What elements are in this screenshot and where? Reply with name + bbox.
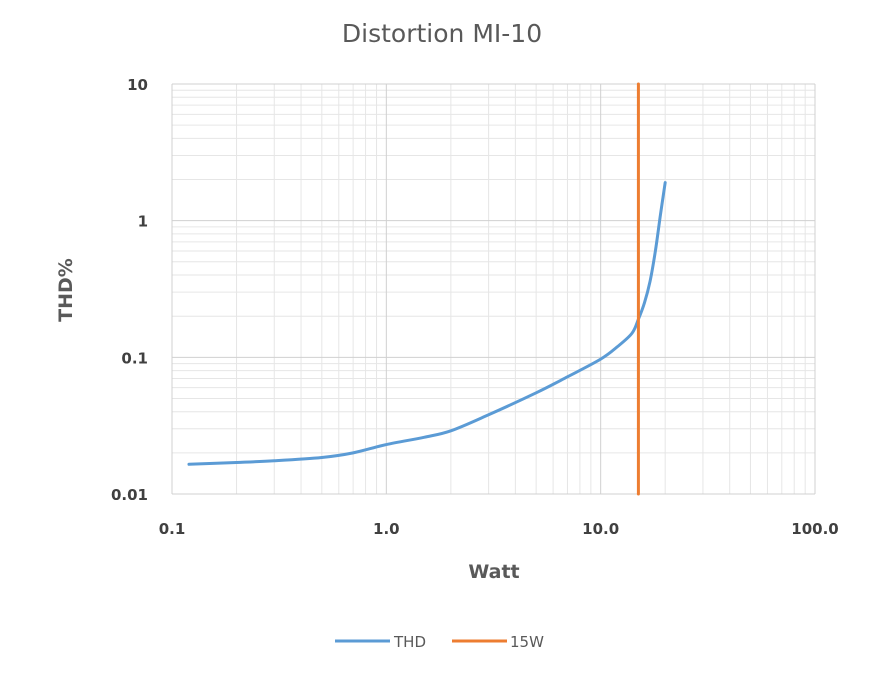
legend-label-15w: 15W — [510, 633, 544, 651]
major-gridlines — [171, 83, 816, 495]
x-tick-label: 1.0 — [373, 520, 400, 538]
y-tick-label: 0.01 — [111, 486, 148, 504]
legend: THD 15W — [335, 633, 544, 651]
x-tick-label: 100.0 — [791, 520, 838, 538]
legend-label-thd: THD — [393, 633, 426, 651]
x-tick-label: 10.0 — [582, 520, 619, 538]
y-tick-label: 10 — [127, 76, 148, 94]
x-tick-labels: 0.1 1.0 10.0 100.0 — [159, 520, 839, 538]
series-layer — [187, 82, 667, 496]
y-axis-label: THD% — [55, 258, 77, 322]
x-axis-label: Watt — [468, 561, 519, 583]
x-tick-label: 0.1 — [159, 520, 186, 538]
series-line-thd — [187, 181, 667, 466]
chart-title: Distortion MI-10 — [342, 19, 542, 48]
minor-gridlines — [172, 84, 815, 494]
y-tick-labels: 10 1 0.1 0.01 — [111, 76, 148, 504]
y-tick-label: 0.1 — [121, 349, 148, 367]
y-tick-label: 1 — [138, 213, 148, 231]
